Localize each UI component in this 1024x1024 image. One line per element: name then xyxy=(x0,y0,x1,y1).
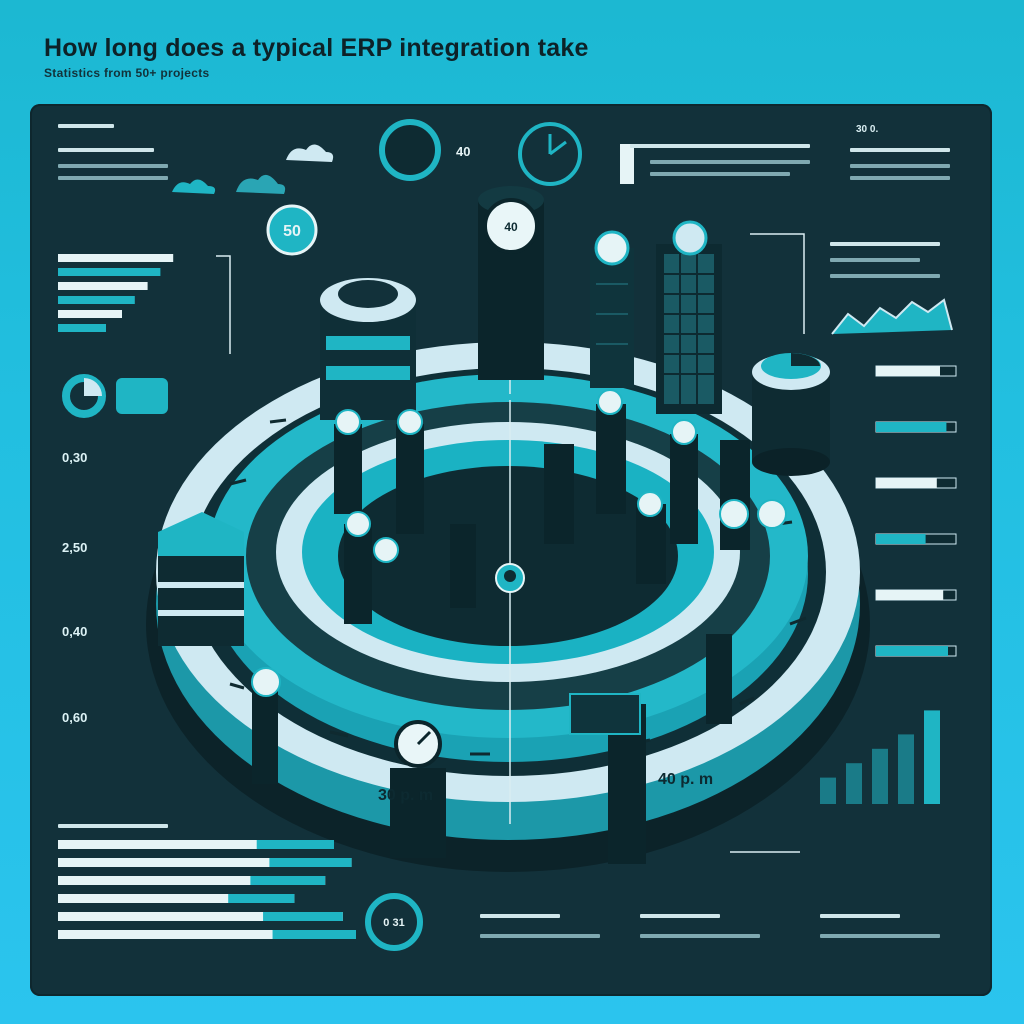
bottom-bar-segment xyxy=(228,894,295,903)
top-center-value: 40 xyxy=(456,144,470,159)
badge-circle xyxy=(266,204,318,256)
text-line xyxy=(850,148,950,152)
text-line xyxy=(480,914,560,918)
page-subtitle: Statistics from 50+ projects xyxy=(44,66,210,80)
left-bar xyxy=(58,254,174,262)
text-line xyxy=(640,914,720,918)
growth-bar xyxy=(820,777,836,804)
left-value-1: 0,30 xyxy=(62,450,88,465)
ring-bottom-left-value: 30 p. m xyxy=(378,787,433,804)
page-title: How long does a typical ERP integration … xyxy=(44,34,589,62)
center-tower: 40 xyxy=(478,186,544,380)
bottom-bar xyxy=(58,876,326,885)
left-bar-chart xyxy=(58,254,174,332)
text-line xyxy=(820,914,900,918)
text-line xyxy=(58,164,168,168)
progress-fill xyxy=(876,478,937,488)
progress-fill xyxy=(876,422,947,432)
bottom-section: 0 31 xyxy=(58,840,423,951)
growth-bar xyxy=(924,710,940,804)
left-bar xyxy=(58,282,148,290)
text-line xyxy=(850,176,950,180)
right-progress-bars xyxy=(875,365,957,657)
inner-pillars xyxy=(252,404,750,864)
cloud-icon-3 xyxy=(236,174,286,194)
donut-gauge-top xyxy=(379,119,441,181)
top-widgets: 50 40 xyxy=(172,119,634,256)
left-chip xyxy=(116,378,168,414)
left-bar xyxy=(58,268,161,276)
text-line xyxy=(640,934,760,938)
text-line xyxy=(58,124,114,128)
text-line xyxy=(58,824,168,828)
growth-bar xyxy=(846,763,862,804)
bottom-bar xyxy=(58,912,343,921)
growth-bar-chart xyxy=(820,710,940,804)
bottom-bar-chart xyxy=(58,840,356,939)
text-line xyxy=(650,172,790,176)
center-tower-label: 40 xyxy=(504,220,518,234)
bottom-bar xyxy=(58,840,334,849)
progress-fill xyxy=(876,366,940,376)
bottom-bar-segment xyxy=(269,858,352,867)
progress-fill xyxy=(876,534,926,544)
bottom-bar xyxy=(58,858,352,867)
bottom-bar-segment xyxy=(250,876,326,885)
text-line xyxy=(830,242,940,246)
pointer-lines xyxy=(216,233,805,853)
left-donut-slice xyxy=(84,378,102,396)
left-bar xyxy=(58,324,106,332)
left-bar xyxy=(58,310,122,318)
bottom-bar-segment xyxy=(256,840,334,849)
left-bar xyxy=(58,296,135,304)
top-mini-bar xyxy=(620,144,634,184)
left-value-3: 0,40 xyxy=(62,624,88,639)
infographic-illustration: 40 xyxy=(58,119,957,951)
right-area-chart xyxy=(831,298,953,335)
center-marker-dot xyxy=(504,570,516,582)
text-line xyxy=(830,258,920,262)
gear-block xyxy=(320,278,416,420)
text-line xyxy=(630,144,810,148)
badge-value: 50 xyxy=(283,223,301,240)
top-right-label: 30 0. xyxy=(856,124,879,135)
bottom-donut xyxy=(365,893,423,951)
text-line xyxy=(650,160,810,164)
tall-building xyxy=(656,220,722,414)
text-line xyxy=(820,934,940,938)
bottom-donut-value: 0 31 xyxy=(383,917,404,929)
bottom-bar-segment xyxy=(272,930,356,939)
text-line xyxy=(850,164,950,168)
pillar-caps xyxy=(251,389,787,697)
right-column xyxy=(820,298,957,804)
left-value-4: 0,60 xyxy=(62,710,88,725)
text-line xyxy=(58,176,168,180)
progress-fill xyxy=(876,590,944,600)
growth-bar xyxy=(898,734,914,804)
progress-fill xyxy=(876,646,948,656)
text-line xyxy=(58,148,154,152)
cloud-icon-2 xyxy=(172,179,216,194)
text-line xyxy=(830,274,940,278)
right-cylinder xyxy=(752,353,830,476)
medium-building xyxy=(590,230,634,388)
bottom-bar xyxy=(58,894,295,903)
ring-bottom-right-value: 40 p. m xyxy=(658,771,713,788)
cloud-icon xyxy=(286,144,334,162)
bottom-bar xyxy=(58,930,356,939)
bottom-gauge xyxy=(390,693,641,858)
left-stack-block xyxy=(158,512,244,646)
text-line xyxy=(480,934,600,938)
ring-scene: 40 xyxy=(146,186,870,872)
left-value-2: 2,50 xyxy=(62,540,88,555)
bottom-bar-segment xyxy=(263,912,343,921)
growth-bar xyxy=(872,748,888,804)
left-column xyxy=(58,254,174,418)
infographic-panel: 40 xyxy=(30,104,992,996)
